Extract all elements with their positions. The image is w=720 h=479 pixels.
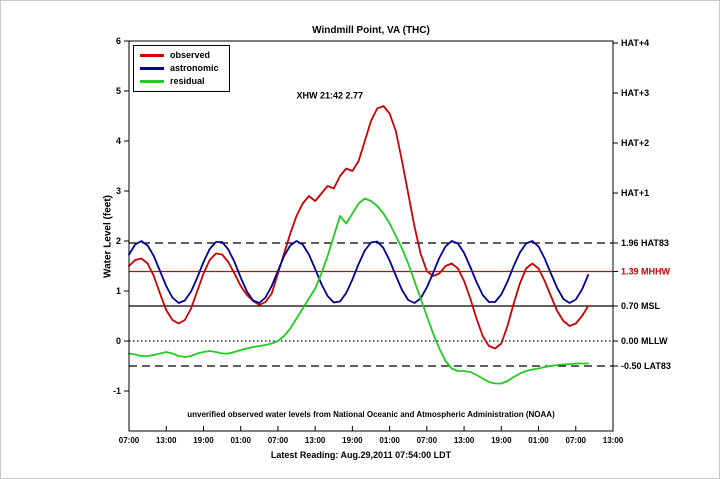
series-astronomic-line [128,240,590,304]
x-tick-label: 01:00 [379,436,400,445]
x-tick-label: 07:00 [268,436,289,445]
x-tick-label: 01:00 [230,436,251,445]
x-tick-label: 07:00 [566,436,587,445]
x-tick-label: 13:00 [156,436,177,445]
latest-reading: Latest Reading: Aug.29,2011 07:54:00 LDT [270,450,452,460]
chart-title: Windmill Point, VA (THC) [312,25,430,36]
x-tick-label: 19:00 [491,436,512,445]
x-tick-label: 13:00 [454,436,475,445]
observed-line-swatch-icon [140,54,164,57]
x-tick-label: 19:00 [193,436,214,445]
right-axis-label: 1.96 HAT83 [621,238,669,248]
legend-item-observed: observed [140,51,219,60]
astronomic-line-swatch-icon [140,67,164,70]
y-tick-label: 6 [116,36,121,46]
legend-label-residual: residual [170,76,205,86]
x-tick-label: 13:00 [305,436,326,445]
right-axis-label: HAT+3 [621,88,649,98]
right-axis-label: HAT+2 [621,138,649,148]
x-tick-label: 01:00 [528,436,549,445]
legend: observed astronomic residual [133,45,230,92]
legend-label-astronomic: astronomic [170,63,219,73]
y-tick-label: 4 [116,136,121,146]
x-tick-label: 07:00 [119,436,140,445]
legend-item-residual: residual [140,77,219,86]
residual-line-swatch-icon [140,80,164,83]
right-axis-label: 0.00 MLLW [621,336,668,346]
legend-item-astronomic: astronomic [140,64,219,73]
y-tick-label: 1 [116,286,121,296]
plot-border [128,40,614,432]
x-tick-label: 13:00 [603,436,624,445]
right-axis-label: HAT+4 [621,38,649,48]
y-tick-label: 0 [116,336,121,346]
y-axis-label: Water Level (feet) [102,195,114,278]
disclaimer-note: unverified observed water levels from Na… [187,410,555,419]
right-axis-label: -0.50 LAT83 [621,361,671,371]
series-residual-line [128,197,590,385]
x-tick-label: 19:00 [342,436,363,445]
legend-label-observed: observed [170,50,211,60]
right-axis-label: 1.39 MHHW [621,267,671,277]
y-tick-label: 5 [116,86,121,96]
series-observed-line [128,105,590,350]
y-tick-label: 3 [116,186,121,196]
x-tick-label: 07:00 [417,436,438,445]
peak-annotation: XHW 21:42 2.77 [297,91,364,101]
y-tick-label: 2 [116,236,121,246]
right-axis-label: 0.70 MSL [621,301,661,311]
right-axis-label: HAT+1 [621,188,649,198]
y-tick-label: -1 [113,386,121,396]
